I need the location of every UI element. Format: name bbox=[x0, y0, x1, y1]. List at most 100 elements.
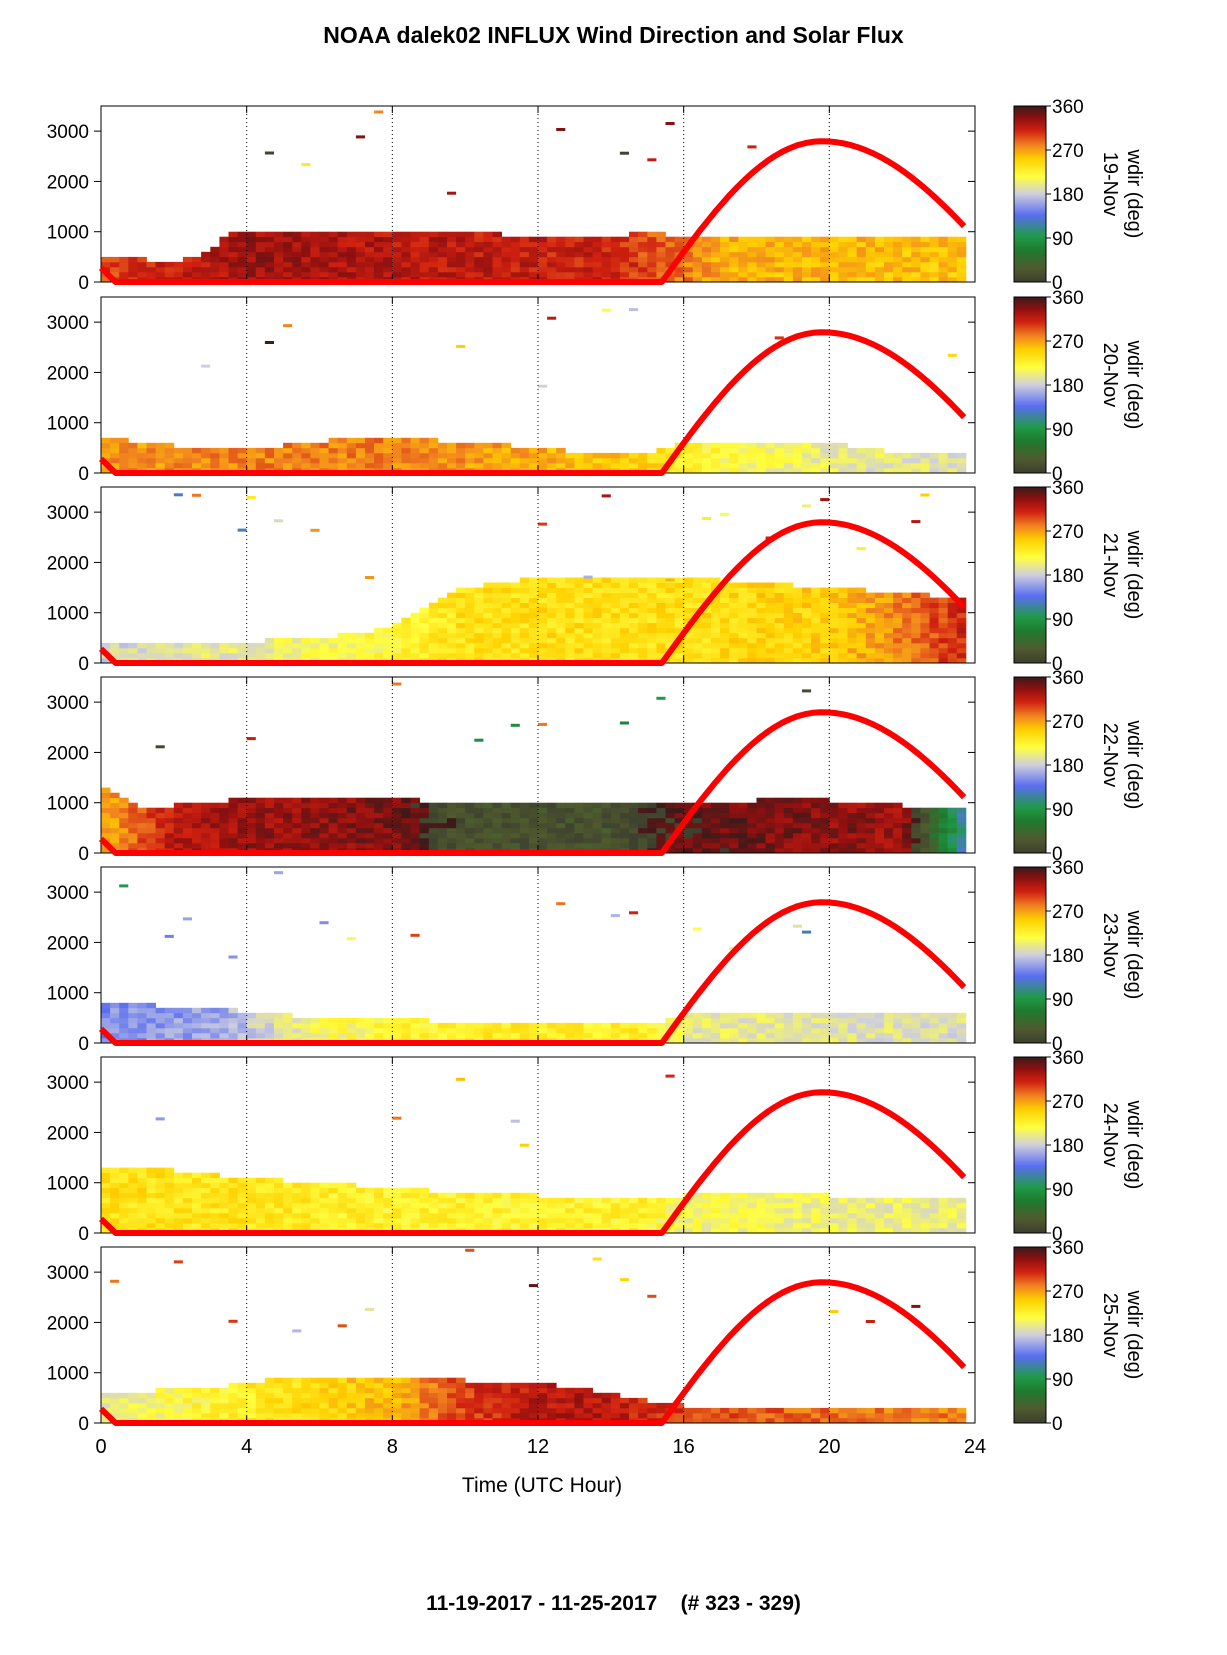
heatmap-cell bbox=[283, 1187, 293, 1194]
heatmap-cell bbox=[556, 627, 566, 634]
heatmap-cell bbox=[119, 1222, 129, 1229]
heatmap-cell bbox=[510, 647, 521, 654]
heatmap-cell bbox=[547, 261, 557, 268]
heatmap-cell bbox=[519, 582, 530, 588]
heatmap-cell bbox=[920, 266, 930, 273]
heatmap-cell bbox=[437, 622, 448, 629]
heatmap-cell bbox=[383, 827, 393, 834]
heatmap-cell bbox=[547, 577, 557, 583]
heatmap-cell bbox=[565, 1222, 575, 1229]
heatmap-cell bbox=[902, 246, 912, 253]
heatmap-cell bbox=[264, 1177, 275, 1184]
heatmap-cell bbox=[938, 647, 949, 654]
heatmap-cell bbox=[647, 271, 657, 278]
heatmap-cell bbox=[192, 261, 202, 268]
heatmap-cell bbox=[501, 832, 512, 839]
heatmap-cell bbox=[629, 246, 639, 253]
heatmap-cell bbox=[274, 256, 284, 263]
heatmap-cell bbox=[219, 271, 229, 278]
heatmap-cell bbox=[683, 457, 694, 464]
heatmap-cell bbox=[647, 1212, 657, 1219]
heatmap-cell bbox=[547, 617, 557, 624]
heatmap-cell bbox=[902, 632, 912, 639]
heatmap-cell bbox=[574, 457, 584, 464]
panel-date-label: 19-Nov bbox=[1099, 152, 1121, 216]
heatmap-cell bbox=[893, 612, 903, 619]
heatmap-cell bbox=[592, 271, 603, 278]
heatmap-cell bbox=[237, 256, 248, 263]
heatmap-cell bbox=[874, 612, 885, 619]
heatmap-cell bbox=[956, 632, 967, 639]
heatmap-cell bbox=[283, 1022, 293, 1029]
heatmap-cell bbox=[401, 1027, 411, 1034]
heatmap-cell bbox=[629, 1207, 639, 1214]
heatmap-cell bbox=[456, 442, 466, 449]
heatmap-cell bbox=[865, 807, 876, 814]
heatmap-cell bbox=[656, 447, 666, 454]
heatmap-cell bbox=[474, 1197, 484, 1204]
heatmap-cell bbox=[346, 812, 357, 819]
heatmap-cell bbox=[255, 807, 266, 814]
heatmap-cell bbox=[547, 447, 557, 454]
heatmap-cell bbox=[565, 812, 575, 819]
heatmap-cell bbox=[255, 1187, 266, 1194]
heatmap-cell bbox=[164, 261, 175, 268]
heatmap-cell bbox=[792, 468, 803, 474]
heatmap-cell bbox=[802, 597, 812, 603]
heatmap-cell bbox=[228, 1192, 238, 1199]
heatmap-cell bbox=[692, 658, 703, 664]
heatmap-cell bbox=[947, 462, 958, 469]
heatmap-cell bbox=[729, 1022, 739, 1029]
heatmap-cell bbox=[110, 642, 120, 649]
heatmap-cell bbox=[902, 1022, 912, 1029]
heatmap-cell bbox=[219, 1207, 229, 1214]
heatmap-cell bbox=[228, 647, 238, 654]
heatmap-cell bbox=[665, 447, 675, 454]
heatmap-cell bbox=[246, 1212, 257, 1219]
heatmap-cell bbox=[856, 842, 867, 849]
heatmap-cell bbox=[301, 261, 311, 268]
heatmap-cell bbox=[301, 827, 311, 834]
heatmap-cell bbox=[428, 817, 439, 824]
heatmap-cell bbox=[401, 1212, 411, 1219]
sparse-cell bbox=[392, 682, 402, 686]
heatmap-cell bbox=[547, 807, 557, 814]
heatmap-cell bbox=[474, 637, 484, 644]
heatmap-cell bbox=[437, 1207, 448, 1214]
heatmap-cell bbox=[465, 271, 475, 278]
heatmap-cell bbox=[401, 256, 411, 263]
heatmap-cell bbox=[692, 837, 703, 844]
sparse-cell bbox=[701, 517, 711, 520]
heatmap-cell bbox=[519, 236, 530, 243]
heatmap-cell bbox=[201, 1017, 211, 1024]
heatmap-cell bbox=[774, 1017, 785, 1024]
heatmap-cell bbox=[128, 447, 138, 454]
heatmap-cell bbox=[783, 597, 794, 603]
heatmap-cell bbox=[428, 827, 439, 834]
heatmap-cell bbox=[711, 822, 721, 829]
heatmap-cell bbox=[938, 457, 949, 464]
heatmap-cell bbox=[783, 587, 794, 593]
heatmap-cell bbox=[547, 256, 557, 263]
heatmap-cell bbox=[683, 1038, 694, 1044]
heatmap-cell bbox=[811, 1027, 821, 1034]
heatmap-cell bbox=[747, 592, 757, 598]
heatmap-cell bbox=[301, 1192, 311, 1199]
heatmap-cell bbox=[365, 251, 375, 258]
heatmap-cell bbox=[729, 637, 739, 644]
heatmap-cell bbox=[811, 1012, 821, 1019]
heatmap-cell bbox=[101, 1177, 111, 1184]
heatmap-cell bbox=[374, 1212, 384, 1219]
heatmap-cell bbox=[101, 452, 111, 459]
colorbar-label: wdir (deg) bbox=[1123, 149, 1145, 239]
heatmap-cell bbox=[355, 452, 366, 459]
heatmap-cell bbox=[492, 842, 502, 849]
heatmap-cell bbox=[328, 1032, 339, 1039]
heatmap-cell bbox=[483, 582, 493, 588]
heatmap-cell bbox=[528, 632, 539, 639]
heatmap-cell bbox=[146, 1012, 156, 1019]
heatmap-cell bbox=[956, 452, 967, 459]
heatmap-cell bbox=[638, 457, 648, 464]
heatmap-cell bbox=[110, 1202, 120, 1209]
heatmap-cell bbox=[437, 256, 448, 263]
